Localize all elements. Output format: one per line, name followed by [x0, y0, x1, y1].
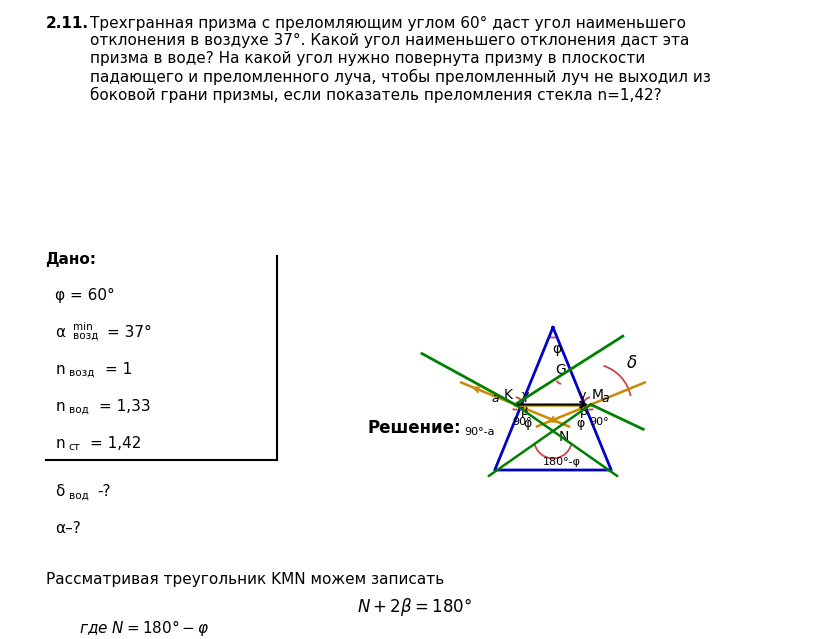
Text: β: β	[579, 404, 587, 418]
Text: φ: φ	[552, 342, 561, 356]
Text: β: β	[519, 404, 528, 418]
Text: Рассматривая треугольник KMN можем записать: Рассматривая треугольник KMN можем запис…	[45, 572, 443, 587]
Text: φ = 60°: φ = 60°	[55, 288, 115, 302]
Text: Дано:: Дано:	[45, 252, 97, 267]
Text: $N + 2\beta = 180°$: $N + 2\beta = 180°$	[356, 596, 471, 617]
Text: = 1,42: = 1,42	[90, 436, 141, 450]
Text: δ: δ	[627, 354, 637, 372]
Text: = 37°: = 37°	[107, 325, 151, 339]
Text: γ: γ	[578, 389, 586, 402]
Text: возд: возд	[69, 368, 94, 378]
Text: вод: вод	[69, 405, 88, 415]
Text: вод: вод	[69, 491, 88, 501]
Text: n: n	[55, 399, 65, 413]
Text: 180°-φ: 180°-φ	[543, 457, 580, 467]
Text: M: M	[591, 389, 604, 403]
Text: = 1: = 1	[105, 362, 132, 376]
Text: Решение:: Решение:	[366, 419, 461, 436]
Text: 90°-a: 90°-a	[464, 427, 494, 437]
Text: 2.11.: 2.11.	[45, 16, 88, 31]
Text: γ: γ	[521, 389, 528, 402]
Text: α–?: α–?	[55, 521, 81, 536]
Text: -?: -?	[97, 484, 110, 499]
Text: a: a	[601, 392, 609, 404]
Text: α: α	[55, 325, 65, 339]
Text: K: K	[503, 389, 512, 403]
Text: 90°: 90°	[589, 417, 609, 427]
Text: ст: ст	[69, 442, 80, 452]
Text: a: a	[491, 392, 499, 404]
Text: Трехгранная призма с преломляющим углом 60° даст угол наименьшего
отклонения в в: Трехгранная призма с преломляющим углом …	[90, 16, 710, 104]
Text: G: G	[554, 363, 565, 377]
Text: = 1,33: = 1,33	[99, 399, 151, 413]
Text: возд: возд	[73, 331, 98, 341]
Text: $где\ N = 180° - \varphi$: $где\ N = 180° - \varphi$	[79, 618, 208, 638]
Text: φ: φ	[523, 417, 531, 430]
Text: 90°: 90°	[512, 417, 531, 427]
Text: φ: φ	[576, 417, 584, 430]
Text: min: min	[73, 322, 93, 332]
Text: n: n	[55, 362, 65, 376]
Text: N: N	[557, 430, 568, 444]
Text: δ: δ	[55, 484, 65, 499]
Text: n: n	[55, 436, 65, 450]
